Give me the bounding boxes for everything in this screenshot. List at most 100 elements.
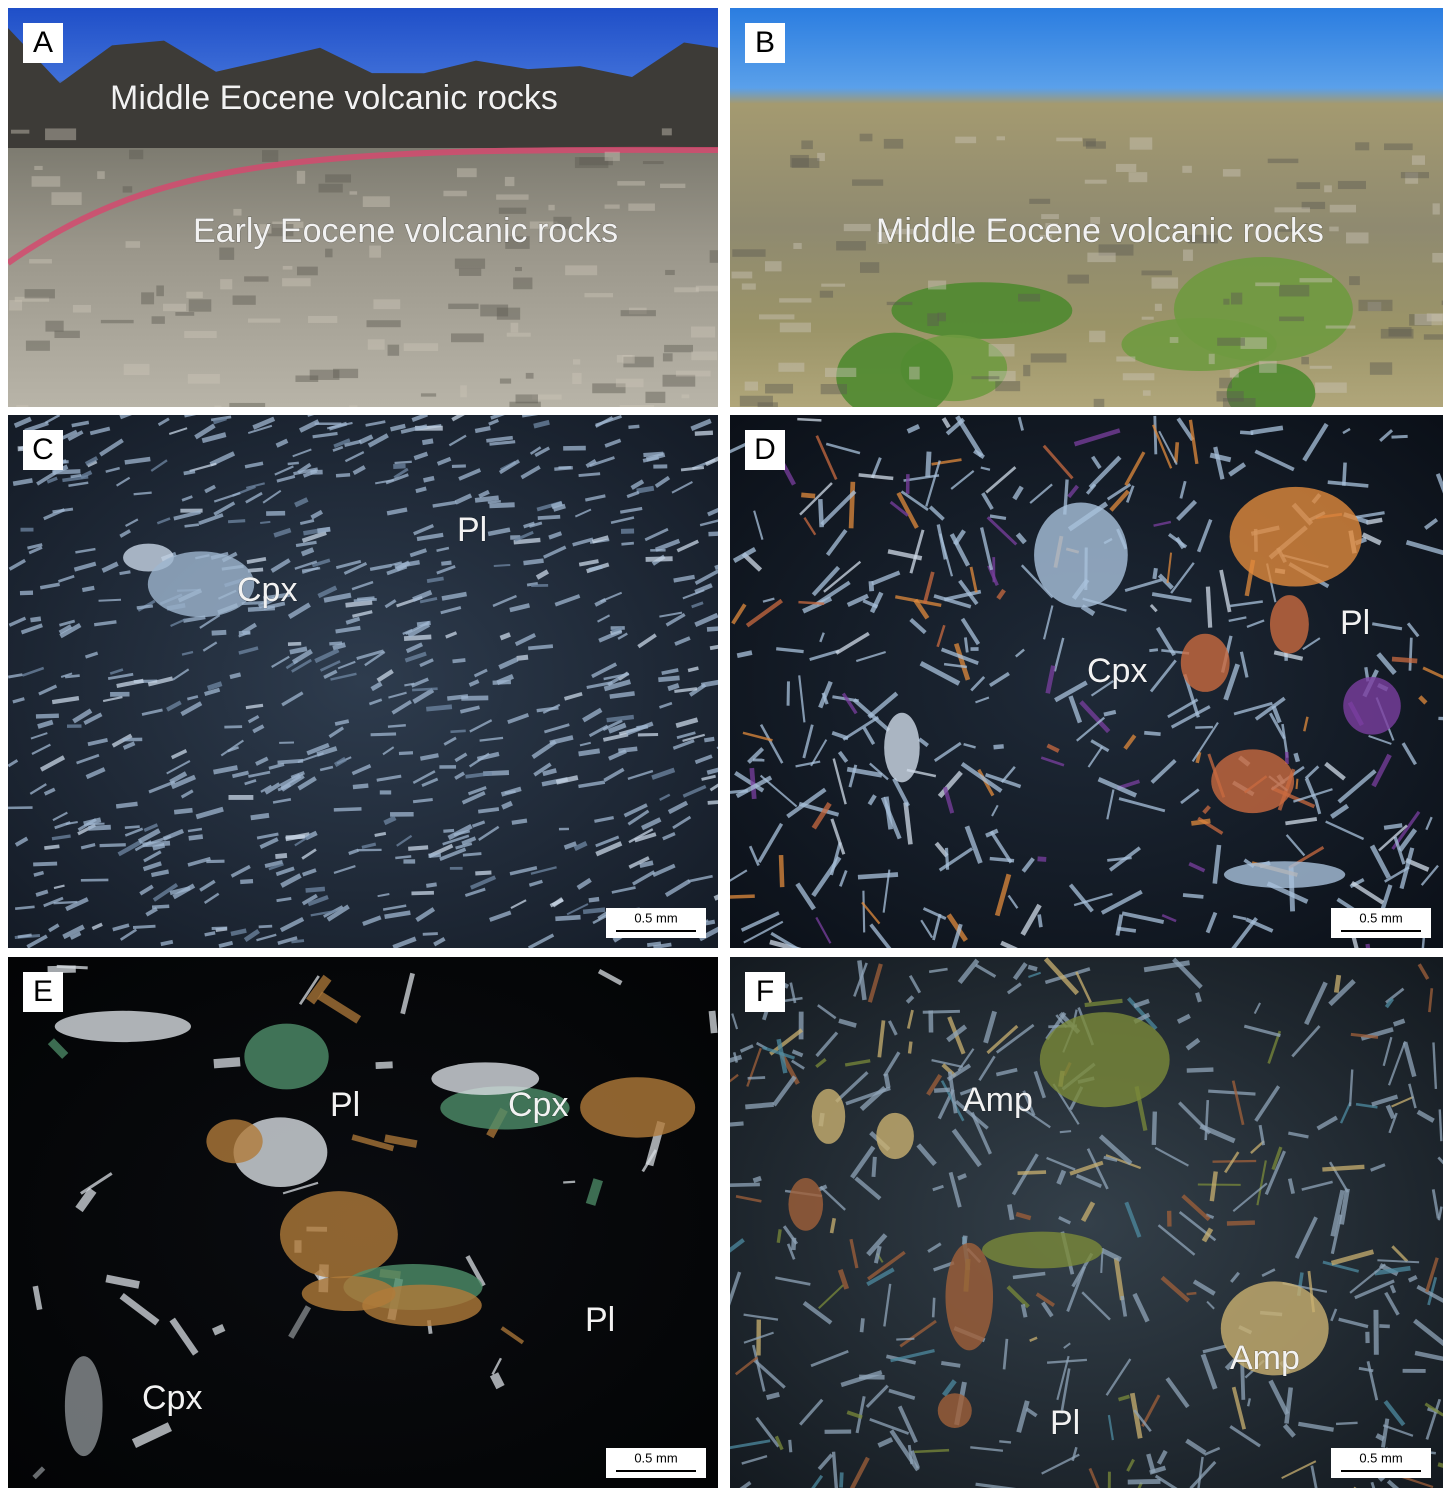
crystal: [578, 559, 599, 567]
crystal: [184, 523, 200, 528]
crystal: [479, 736, 504, 742]
crystal: [300, 547, 315, 557]
crystal: [1137, 1481, 1143, 1488]
crystal: [735, 775, 773, 799]
crystal: [509, 866, 538, 876]
rock-texture: [1358, 299, 1393, 312]
rock-texture: [100, 319, 134, 324]
crystal: [1149, 1465, 1167, 1475]
crystal: [306, 974, 332, 1005]
crystal: [199, 879, 216, 892]
crystal: [1386, 1479, 1400, 1488]
rock-texture: [175, 312, 195, 316]
crystal: [842, 715, 880, 741]
crystal: [246, 556, 267, 564]
crystal: [440, 606, 462, 615]
crystal: [39, 755, 66, 772]
rock-texture: [214, 405, 222, 407]
crystal: [597, 911, 608, 921]
crystal: [533, 419, 550, 429]
crystal: [37, 719, 54, 729]
rock-texture: [54, 330, 80, 339]
rock-texture: [661, 128, 672, 136]
crystal: [534, 446, 551, 457]
crystal: [981, 492, 994, 510]
crystal: [1012, 1271, 1046, 1280]
rock-texture: [454, 258, 486, 269]
crystal: [468, 679, 480, 687]
crystal: [926, 1073, 943, 1096]
crystal: [75, 1187, 97, 1213]
rock-texture: [674, 287, 699, 293]
crystal: [1029, 483, 1053, 504]
crystal: [994, 873, 1012, 917]
crystal: [209, 451, 236, 467]
crystal: [694, 569, 718, 585]
rock-texture: [1414, 313, 1443, 326]
crystal: [1075, 1173, 1102, 1188]
rock-texture: [14, 296, 50, 302]
crystal: [433, 936, 446, 947]
phenocryst: [1269, 595, 1309, 654]
crystal: [563, 1180, 576, 1184]
crystal: [415, 486, 427, 494]
crystal: [555, 775, 579, 785]
crystal: [86, 822, 105, 826]
crystal: [405, 642, 423, 654]
rock-texture: [1329, 204, 1357, 213]
crystal: [84, 456, 99, 466]
crystal: [530, 866, 557, 875]
crystal: [1133, 998, 1150, 1009]
rock-texture: [451, 333, 484, 343]
crystal: [1284, 1387, 1293, 1424]
crystal: [173, 807, 193, 815]
rock-texture: [579, 157, 613, 166]
crystal: [1330, 803, 1350, 819]
crystal: [156, 517, 171, 525]
crystal: [1240, 1360, 1246, 1400]
rock-texture: [988, 370, 1016, 382]
crystal: [493, 563, 511, 568]
crystal: [815, 435, 838, 481]
crystal: [1427, 1276, 1438, 1306]
crystal: [867, 794, 877, 806]
crystal: [1000, 766, 1016, 783]
crystal: [1293, 752, 1301, 763]
crystal: [705, 456, 718, 467]
cliff: [8, 28, 718, 148]
crystal: [986, 1024, 1019, 1055]
crystal: [1200, 1353, 1218, 1390]
rock-texture: [824, 367, 857, 378]
rock-texture: [1082, 138, 1096, 147]
crystal: [75, 547, 96, 554]
crystal: [29, 783, 47, 795]
crystal: [1339, 1101, 1352, 1124]
crystal: [645, 556, 673, 562]
crystal: [1371, 1094, 1399, 1107]
crystal: [870, 457, 882, 479]
crystal: [415, 907, 436, 923]
crystal: [8, 616, 27, 627]
crystal: [811, 565, 841, 597]
crystal: [1086, 1148, 1109, 1190]
rock-texture: [369, 245, 382, 258]
crystal: [268, 762, 285, 770]
rock-texture: [790, 154, 809, 168]
crystal: [811, 856, 842, 898]
crystal: [285, 834, 306, 840]
crystal: [603, 679, 632, 692]
rock-texture: [10, 129, 30, 134]
crystal: [922, 907, 947, 920]
crystal: [1157, 1224, 1196, 1256]
rock-texture: [1279, 284, 1310, 297]
rock-texture: [778, 362, 805, 372]
rock-texture: [420, 393, 437, 397]
rock-texture: [1045, 223, 1058, 233]
crystal: [839, 870, 848, 887]
crystal: [400, 972, 415, 1015]
crystal: [676, 731, 696, 740]
mineral-label: Amp: [1230, 1339, 1300, 1377]
crystal: [900, 490, 929, 512]
crystal: [802, 1301, 833, 1325]
crystal: [682, 733, 706, 743]
